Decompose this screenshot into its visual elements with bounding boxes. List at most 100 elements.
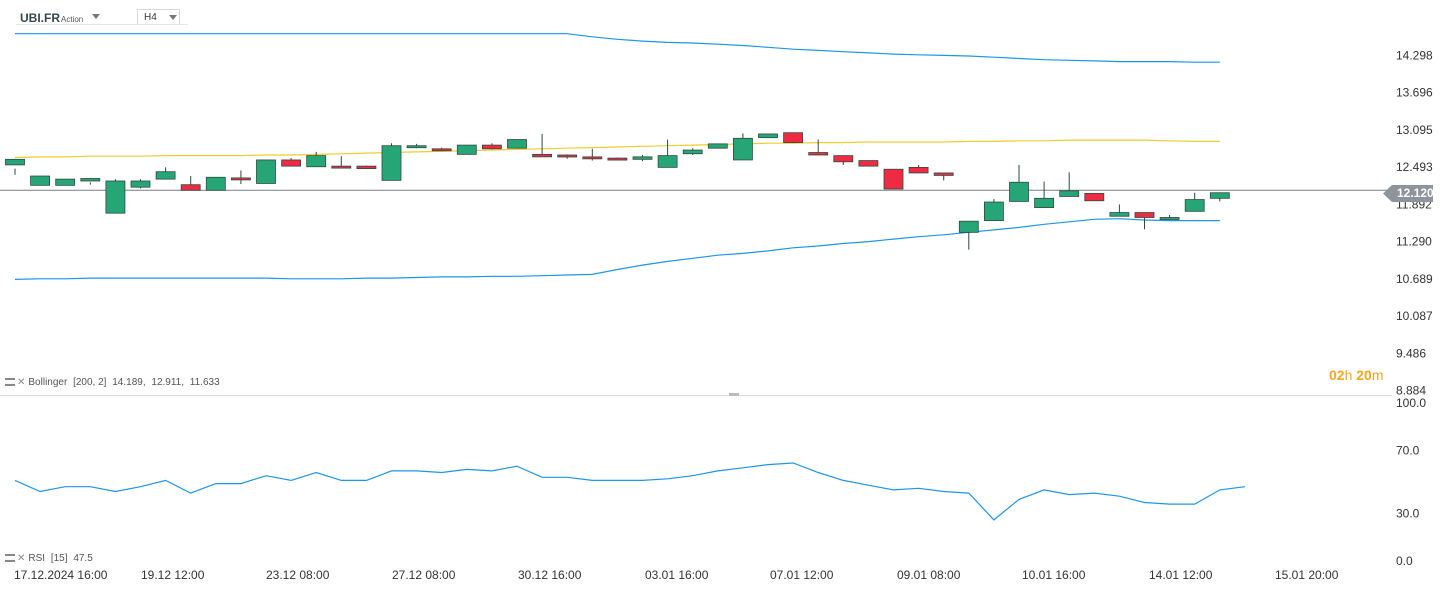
time-axis-tick-label: 30.12 16:00 [518, 568, 582, 582]
bollinger-params: [200, 2] [73, 377, 107, 388]
candle-body [883, 168, 904, 190]
time-axis-tick-label: 10.01 16:00 [1022, 568, 1086, 582]
candle-body [908, 166, 929, 174]
bollinger-lower-value: 11.633 [189, 377, 220, 388]
time-axis-tick-label: 27.12 08:00 [392, 568, 456, 582]
current-price-tag: 12.120 [1383, 185, 1434, 202]
price-axis-tick-label: 13.696 [1396, 86, 1433, 100]
timer-minutes: 20 [1356, 367, 1372, 383]
symbol-label[interactable]: UBI.FR [20, 11, 60, 25]
pane-resize-handle[interactable] [729, 393, 739, 396]
timeframe-select[interactable]: H4 [137, 9, 180, 25]
candle-body [256, 159, 276, 184]
rsi-legend: ✕ RSI [15] 47.5 [5, 553, 93, 564]
candle-body [30, 175, 51, 186]
candle-body [431, 148, 452, 152]
candle-body [933, 172, 954, 176]
candle-body [130, 180, 151, 188]
candle-body [180, 184, 201, 191]
candle-body [406, 145, 427, 149]
candle-body [657, 155, 678, 168]
rsi-value: 47.5 [73, 553, 93, 564]
time-axis-tick-label: 09.01 08:00 [897, 568, 961, 582]
rsi-line [14, 462, 1245, 521]
bollinger-legend: ✕ Bollinger [200, 2] 14.189, 12.911, 11.6… [5, 377, 220, 388]
candle-body [808, 152, 829, 156]
candle-body [958, 220, 979, 233]
settings-lines-icon[interactable] [5, 554, 15, 563]
candle-body [707, 143, 728, 149]
candle-countdown-timer: 02h 20m [1329, 367, 1384, 383]
toolbar-divider [16, 24, 188, 25]
timeframe-label: H4 [144, 12, 157, 23]
close-icon[interactable]: ✕ [17, 377, 26, 388]
candle-body [833, 155, 854, 163]
candle-body [381, 145, 402, 181]
candle-body [783, 132, 803, 144]
timer-minutes-unit: m [1371, 367, 1384, 383]
time-axis-tick-label: 14.01 12:00 [1149, 568, 1213, 582]
current-price-value: 12.120 [1397, 186, 1434, 200]
candle-body [1084, 192, 1105, 202]
candle-body [1059, 190, 1080, 197]
candle-body [557, 154, 578, 158]
price-axis-tick-label: 14.298 [1396, 49, 1433, 63]
candle-body [507, 139, 527, 149]
candle-body [1159, 217, 1180, 220]
candle-body [1184, 199, 1205, 212]
candle-body [632, 156, 653, 160]
candle-body [1009, 181, 1029, 202]
candle-body [281, 159, 302, 167]
close-icon[interactable]: ✕ [17, 553, 26, 564]
rsi-axis-tick-label: 0.0 [1396, 554, 1413, 568]
bollinger-middle-band [14, 139, 1220, 159]
rsi-legend-label: RSI [28, 553, 46, 564]
price-axis-tick-label: 12.493 [1396, 160, 1433, 174]
candle-body [5, 158, 25, 166]
time-axis-tick-label: 17.12.2024 16:00 [14, 568, 108, 582]
time-axis-tick-label: 07.01 12:00 [770, 568, 834, 582]
candle-body [105, 180, 126, 214]
candle-body [205, 176, 226, 191]
candle-body [607, 157, 628, 161]
candle-body [1134, 212, 1155, 218]
price-axis-tick-label: 13.095 [1396, 123, 1433, 137]
price-tag-shape [1383, 185, 1433, 202]
rsi-axis-tick-label: 70.0 [1396, 443, 1420, 457]
price-axis-tick-label: 8.884 [1396, 384, 1426, 398]
candle-body [1209, 192, 1230, 199]
candle-body [858, 160, 879, 167]
time-axis-tick-label: 23.12 08:00 [266, 568, 330, 582]
candle-body [356, 165, 377, 170]
candle-body [80, 178, 101, 182]
price-axis-tick-label: 9.486 [1396, 346, 1426, 360]
bollinger-lower-band [14, 218, 1220, 280]
candle-body [306, 155, 327, 168]
candle-body [456, 144, 477, 155]
candle-body [984, 201, 1004, 221]
timer-hours: 02 [1329, 367, 1345, 383]
symbol-dropdown-icon[interactable] [92, 14, 100, 19]
bollinger-upper-value: 14.189 [112, 377, 143, 388]
candle-body [1034, 197, 1054, 208]
rsi-params: [15] [50, 553, 68, 564]
bollinger-legend-label: Bollinger [28, 377, 68, 388]
candle-body [230, 177, 251, 181]
time-axis-tick-label: 03.01 16:00 [645, 568, 709, 582]
candle-body [682, 149, 703, 155]
candle-body [733, 137, 753, 161]
time-axis-tick-label: 15.01 20:00 [1275, 568, 1339, 582]
rsi-axis-tick-label: 30.0 [1396, 507, 1420, 521]
candle-body [532, 153, 552, 158]
settings-lines-icon[interactable] [5, 378, 15, 387]
bollinger-upper-band [15, 33, 1220, 63]
price-axis-tick-label: 10.087 [1396, 309, 1433, 323]
timer-hours-unit: h [1344, 367, 1353, 383]
price-axis-tick-label: 11.290 [1396, 235, 1432, 249]
time-axis-tick-label: 19.12 12:00 [141, 568, 205, 582]
bollinger-middle-value: 12.911 [151, 377, 182, 388]
timeframe-dropdown-icon[interactable] [169, 15, 177, 20]
candle-body [758, 133, 778, 139]
chart-toolbar: UBI.FR Action H4 [0, 0, 300, 28]
